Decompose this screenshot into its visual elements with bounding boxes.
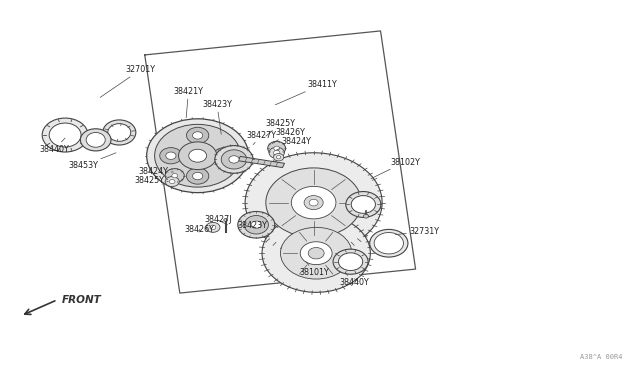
Ellipse shape [251,221,261,228]
Ellipse shape [333,249,368,274]
Ellipse shape [42,118,88,152]
Text: A38^A 00R4: A38^A 00R4 [580,354,623,360]
Ellipse shape [229,156,239,163]
Ellipse shape [210,225,216,230]
Ellipse shape [351,196,376,213]
Ellipse shape [155,124,241,187]
Ellipse shape [245,153,382,253]
Text: 38421Y: 38421Y [173,87,204,118]
Text: 38453Y: 38453Y [68,153,116,170]
Ellipse shape [165,177,179,186]
Ellipse shape [269,147,284,158]
Ellipse shape [309,199,318,206]
Text: 32701Y: 32701Y [100,65,156,97]
Ellipse shape [86,132,105,147]
Text: 38102Y: 38102Y [371,157,420,179]
Ellipse shape [266,168,362,237]
Ellipse shape [215,145,253,173]
Text: 38440Y: 38440Y [339,273,369,287]
Ellipse shape [170,180,175,184]
Text: 38424Y: 38424Y [276,137,312,150]
Ellipse shape [274,146,280,151]
Ellipse shape [81,129,111,151]
Ellipse shape [186,168,209,184]
Ellipse shape [244,215,268,234]
Ellipse shape [49,123,81,147]
Ellipse shape [374,232,403,254]
Ellipse shape [206,222,220,232]
Ellipse shape [346,192,381,217]
Polygon shape [238,156,285,167]
Text: FRONT: FRONT [62,295,102,305]
Ellipse shape [102,120,136,145]
Ellipse shape [224,218,228,221]
Ellipse shape [186,127,209,144]
Ellipse shape [165,169,184,183]
Text: 38423Y: 38423Y [202,100,232,134]
Ellipse shape [179,142,217,170]
Ellipse shape [268,141,285,155]
Text: 38425Y: 38425Y [134,176,168,185]
Text: 38426Y: 38426Y [272,128,305,144]
Ellipse shape [339,253,363,270]
Ellipse shape [291,186,336,219]
Ellipse shape [273,150,280,155]
Ellipse shape [193,172,203,180]
Ellipse shape [108,124,131,141]
Ellipse shape [364,214,369,218]
Text: 32731Y: 32731Y [395,227,439,235]
Text: 38426Y: 38426Y [185,225,215,234]
Ellipse shape [166,152,176,160]
Ellipse shape [273,154,284,161]
Text: 38423Y: 38423Y [237,221,267,230]
Text: 38101Y: 38101Y [300,262,330,277]
Text: 38425Y: 38425Y [266,119,296,136]
Ellipse shape [280,227,352,279]
Ellipse shape [238,211,275,238]
Ellipse shape [276,155,281,159]
Ellipse shape [300,242,332,264]
Text: 38411Y: 38411Y [275,80,337,105]
Ellipse shape [308,247,324,259]
Ellipse shape [262,214,371,292]
Ellipse shape [213,148,236,164]
Text: 38424Y: 38424Y [138,167,173,176]
Ellipse shape [193,132,203,139]
Ellipse shape [172,173,177,178]
Ellipse shape [189,149,207,162]
Ellipse shape [304,196,323,210]
Text: 38427J: 38427J [204,215,232,225]
Ellipse shape [370,230,408,257]
Text: 38440Y: 38440Y [40,138,69,154]
Ellipse shape [221,150,246,169]
Ellipse shape [220,152,230,160]
Text: 38427Y: 38427Y [246,131,276,145]
Ellipse shape [160,148,182,164]
Ellipse shape [147,119,248,193]
